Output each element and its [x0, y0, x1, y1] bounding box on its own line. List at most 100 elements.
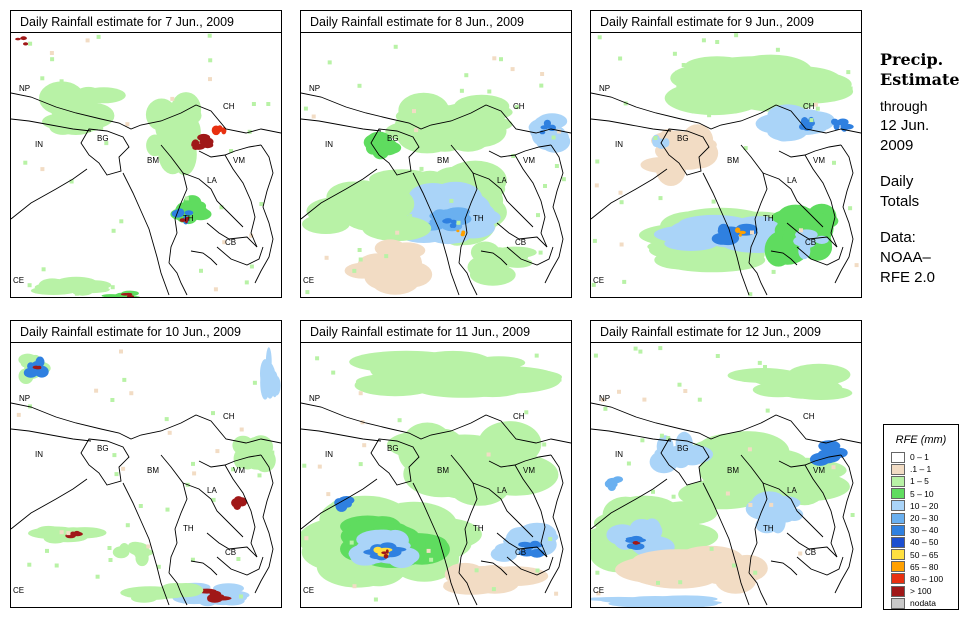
rainfall-speck	[419, 166, 424, 171]
country-label: VM	[233, 466, 245, 475]
rainfall-cell	[675, 431, 693, 456]
rainfall-speck	[125, 523, 130, 528]
rainfall-cell	[367, 357, 427, 374]
rainfall-speck	[149, 112, 153, 117]
rainfall-speck	[539, 83, 544, 88]
country-label: VM	[813, 156, 825, 165]
rainfall-speck	[239, 427, 244, 432]
legend-title: RFE (mm)	[895, 434, 947, 446]
rainfall-speck	[213, 287, 218, 292]
legend-label: .1 – 1	[910, 464, 932, 475]
country-label: LA	[787, 176, 797, 185]
country-border	[804, 154, 838, 248]
rainfall-speck	[743, 146, 748, 151]
country-label: BG	[677, 134, 689, 143]
country-border	[770, 560, 798, 576]
legend-item: 30 – 40	[891, 524, 958, 536]
rainfall-cell	[381, 139, 397, 149]
country-border	[198, 144, 262, 158]
country-label: CB	[225, 238, 236, 247]
rainfall-cell	[652, 140, 661, 148]
country-label: CE	[593, 276, 604, 285]
country-border	[370, 438, 420, 486]
rainfall-speck	[600, 397, 605, 402]
rainfall-cell	[462, 107, 499, 134]
rainfall-speck	[249, 233, 254, 238]
rainfall-speck	[619, 242, 624, 247]
rainfall-speck	[40, 167, 45, 172]
country-border	[778, 454, 842, 468]
rainfall-speck	[476, 578, 480, 583]
country-border	[660, 128, 710, 176]
rainfall-speck	[164, 417, 169, 422]
country-border	[748, 572, 768, 606]
country-label: NP	[19, 84, 30, 93]
country-border	[496, 222, 548, 248]
rainfall-cell	[727, 368, 799, 383]
rainfall-speck	[499, 57, 503, 62]
rainfall-cell	[663, 138, 670, 148]
country-label: VM	[813, 466, 825, 475]
rainfall-speck	[594, 183, 599, 188]
rainfall-speck	[542, 442, 547, 447]
rainfall-cell	[23, 367, 38, 378]
rainfall-speck	[623, 101, 628, 106]
rainfall-speck	[145, 588, 150, 593]
rainfall-cell	[383, 554, 389, 559]
rainfall-speck	[158, 121, 163, 126]
rainfall-speck	[748, 292, 753, 297]
rainfall-cell	[726, 554, 768, 582]
country-border	[370, 128, 420, 176]
rainfall-speck	[591, 282, 596, 287]
rainfall-cell	[698, 440, 777, 471]
country-border	[11, 168, 88, 220]
legend-swatch	[891, 463, 905, 475]
country-label: CE	[593, 586, 604, 595]
rainfall-speck	[725, 491, 730, 496]
rainfall-speck	[557, 377, 562, 382]
country-border	[472, 482, 534, 538]
rainfall-speck	[551, 135, 556, 140]
rainfall-speck	[459, 88, 464, 93]
rainfall-speck	[326, 492, 331, 497]
date-line1: 12 Jun.	[880, 117, 930, 134]
rainfall-speck	[16, 412, 21, 417]
country-border	[834, 454, 854, 594]
rainfall-speck	[534, 353, 539, 358]
rainfall-cell	[676, 76, 747, 97]
rainfall-cell	[785, 508, 804, 521]
rainfall-speck	[54, 563, 59, 568]
country-label: CH	[803, 102, 815, 111]
country-label: LA	[207, 486, 217, 495]
rainfall-speck	[799, 228, 803, 233]
rainfall-cell	[232, 435, 254, 455]
rainfall-speck	[397, 253, 402, 258]
rainfall-cell	[69, 531, 76, 538]
country-label: CE	[303, 586, 314, 595]
rainfall-speck	[412, 109, 416, 114]
rainfall-speck	[222, 240, 227, 245]
rainfall-speck	[472, 354, 477, 359]
rainfall-speck	[111, 228, 116, 233]
country-border	[224, 154, 258, 248]
rainfall-cell	[362, 215, 432, 242]
legend-item: nodata	[891, 597, 958, 609]
country-border	[160, 454, 188, 574]
legend-label: 10 – 20	[910, 500, 939, 511]
rainfall-speck	[672, 51, 677, 56]
rainfall-speck	[165, 507, 170, 512]
rainfall-speck	[302, 463, 307, 468]
rainfall-speck	[331, 370, 336, 375]
rainfall-speck	[548, 537, 553, 541]
legend-label: 50 – 65	[910, 549, 939, 560]
panel-title: Daily Rainfall estimate for 9 Jun., 2009	[591, 11, 861, 33]
rainfall-speck	[45, 548, 49, 553]
rainfall-speck	[656, 580, 660, 585]
rainfall-cell	[199, 137, 214, 147]
rainfall-cell	[103, 294, 127, 297]
rainfall-speck	[765, 408, 770, 413]
rainfall-speck	[782, 61, 787, 65]
rainfall-speck	[211, 411, 215, 416]
rainfall-speck	[809, 118, 814, 123]
country-label: BM	[437, 156, 449, 165]
